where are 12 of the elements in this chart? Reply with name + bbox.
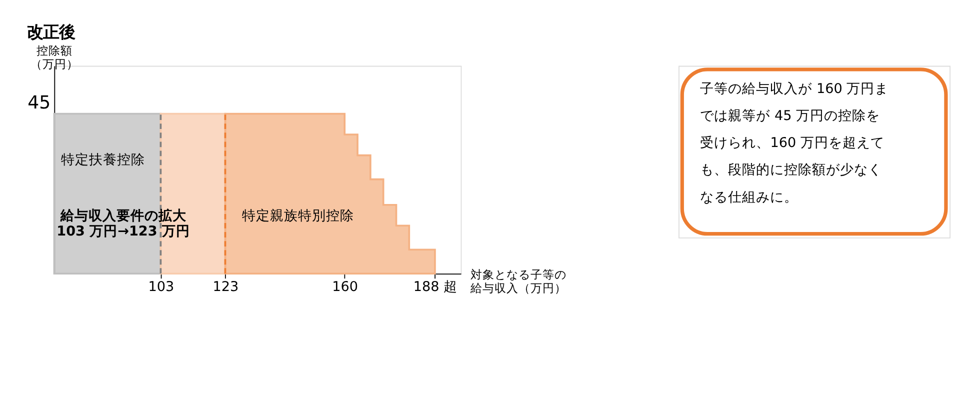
x-tick-label: 103 [148,279,174,296]
text: 45 [28,92,51,114]
x-tick-label: 123 [212,279,239,296]
annotation: 特定扶養控除 [61,152,145,168]
x-axis-title: 対象となる子等の給与収入（万円） [469,268,566,296]
x-tick-label: 188 超 [413,279,458,296]
annotation: 特定親族特別控除 [242,208,354,224]
y-axis-title: 控除額（万円） [30,44,79,72]
x-tick-label: 160 [332,279,358,296]
text: 子等の給与収入が 160 万円までは親等が 45 万円の控除を受けられ、160 万円を超えても、段階的に控除額が少なくなる仕組みに。 [700,80,889,206]
chart-title: 改正後 [27,22,76,42]
annotation: 給与収入要件の拡大103 万円→123 万円 [56,206,190,240]
